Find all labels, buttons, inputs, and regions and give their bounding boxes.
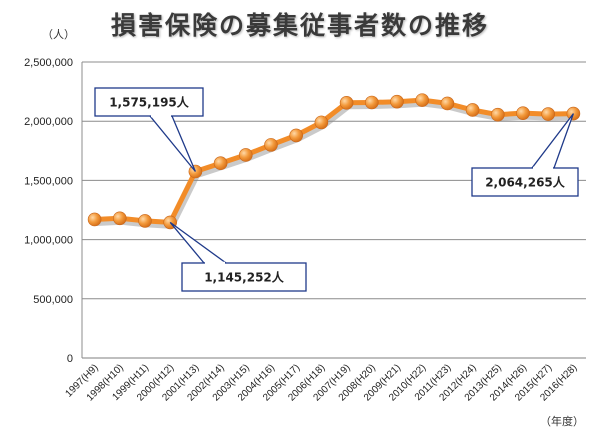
callout: 2,064,265人 [471, 113, 579, 197]
data-point [264, 138, 278, 152]
callout-pointer [530, 113, 575, 169]
x-unit-label: （年度） [540, 414, 584, 428]
callout-label: 1,575,195人 [109, 95, 190, 110]
y-unit-label: （人） [42, 28, 75, 41]
chart-title: 損害保険の募集従事者数の推移 [110, 11, 489, 40]
data-point [314, 115, 329, 130]
y-tick-label: 1,500,000 [24, 175, 73, 187]
data-point [113, 211, 127, 226]
data-point [239, 148, 253, 162]
callout-label: 1,145,252人 [204, 270, 285, 285]
data-point [339, 96, 354, 110]
data-point [415, 93, 430, 107]
data-point [213, 156, 228, 171]
data-point [138, 214, 152, 228]
callout-pointer [169, 221, 228, 264]
callout-box [471, 167, 579, 197]
data-point [490, 107, 505, 122]
y-tick-label: 2,500,000 [24, 57, 73, 69]
callout-box [94, 87, 204, 117]
callout-label: 2,064,265人 [485, 175, 566, 190]
callout: 1,575,195人 [94, 87, 204, 172]
data-point [516, 106, 530, 120]
y-tick-label: 1,000,000 [24, 235, 73, 247]
data-point [465, 103, 480, 117]
y-tick-label: 2,000,000 [24, 116, 73, 128]
y-tick-label: 0 [67, 353, 73, 365]
data-point [541, 107, 556, 121]
data-point [364, 95, 379, 110]
callout: 1,145,252人 [169, 221, 307, 292]
callout-pointer [148, 115, 196, 172]
callout-box [181, 262, 307, 292]
data-point [440, 96, 455, 111]
y-tick-label: 500,000 [33, 294, 73, 306]
data-point [289, 128, 304, 143]
data-point [87, 212, 102, 227]
data-point [390, 94, 404, 109]
